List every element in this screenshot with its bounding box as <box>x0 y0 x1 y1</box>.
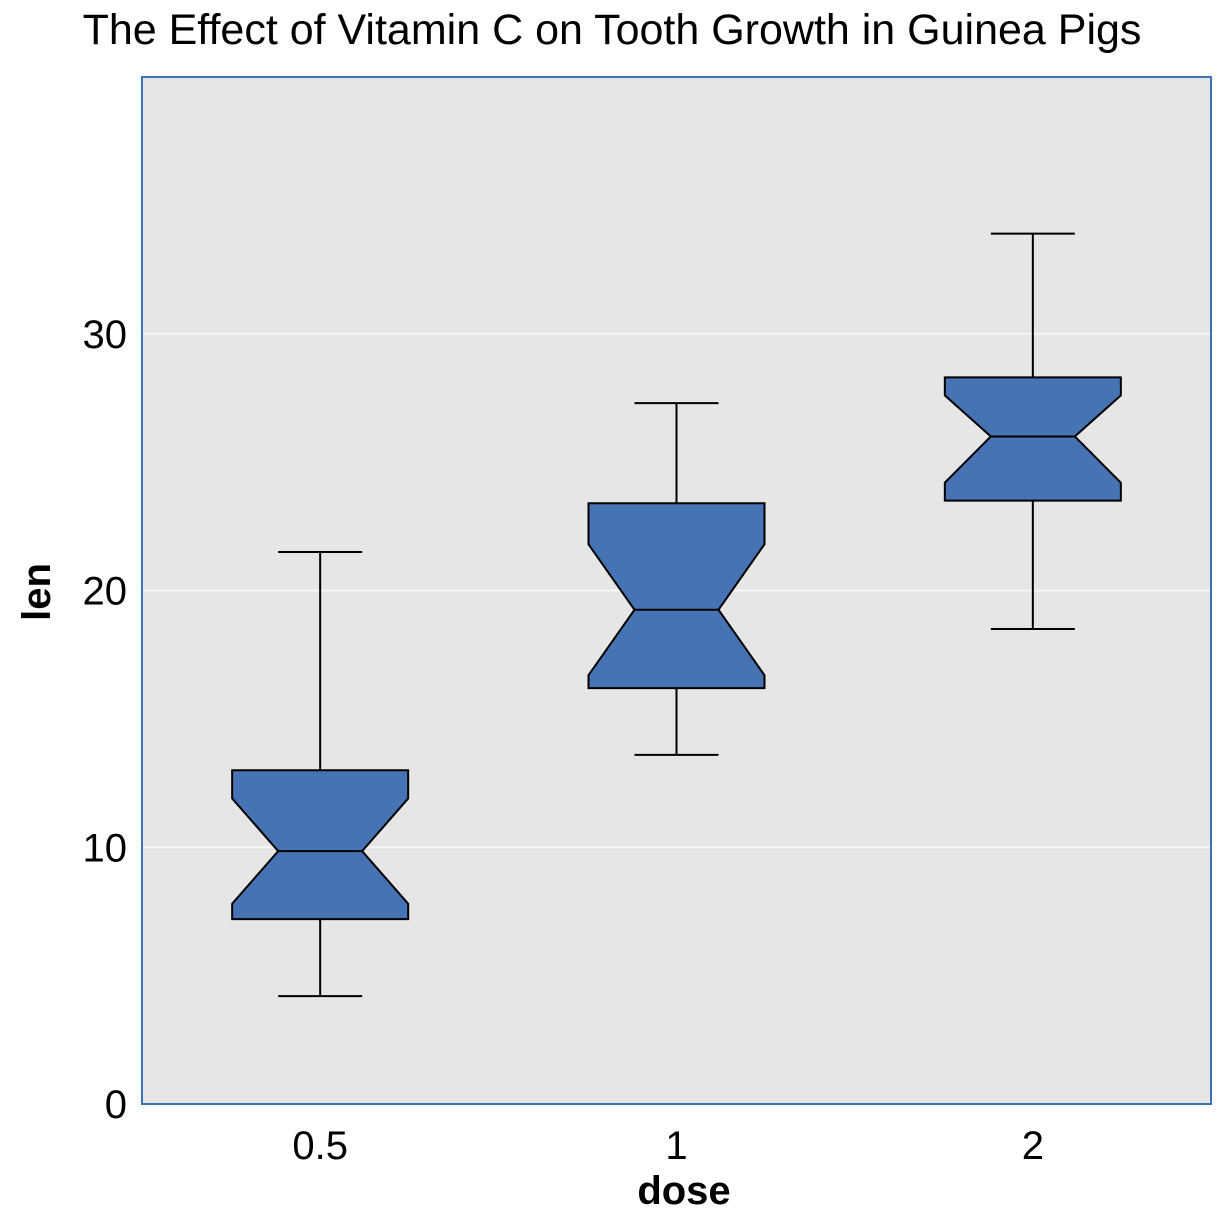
box-dose-1 <box>587 402 766 756</box>
notched-box <box>943 376 1122 502</box>
box-dose-0.5 <box>231 550 410 998</box>
chart-title: The Effect of Vitamin C on Tooth Growth … <box>83 6 1142 54</box>
y-tick-label-20: 20 <box>83 570 128 614</box>
notched-box <box>587 502 766 690</box>
y-axis-label: len <box>15 563 59 621</box>
box-dose-2 <box>943 232 1122 631</box>
notched-box <box>231 769 410 921</box>
y-tick-label-30: 30 <box>83 313 128 357</box>
x-tick-labels: 0.5 1 2 <box>292 1124 1044 1168</box>
y-tick-label-10: 10 <box>83 826 128 870</box>
x-axis-label: dose <box>637 1169 730 1213</box>
y-tick-labels: 0 10 20 30 <box>83 313 128 1127</box>
boxes <box>231 232 1122 998</box>
x-tick-label-0.5: 0.5 <box>292 1124 348 1168</box>
x-tick-label-2: 2 <box>1022 1124 1044 1168</box>
y-tick-label-0: 0 <box>105 1083 127 1127</box>
x-tick-label-1: 1 <box>665 1124 687 1168</box>
plot-panel-border <box>141 76 1212 1105</box>
